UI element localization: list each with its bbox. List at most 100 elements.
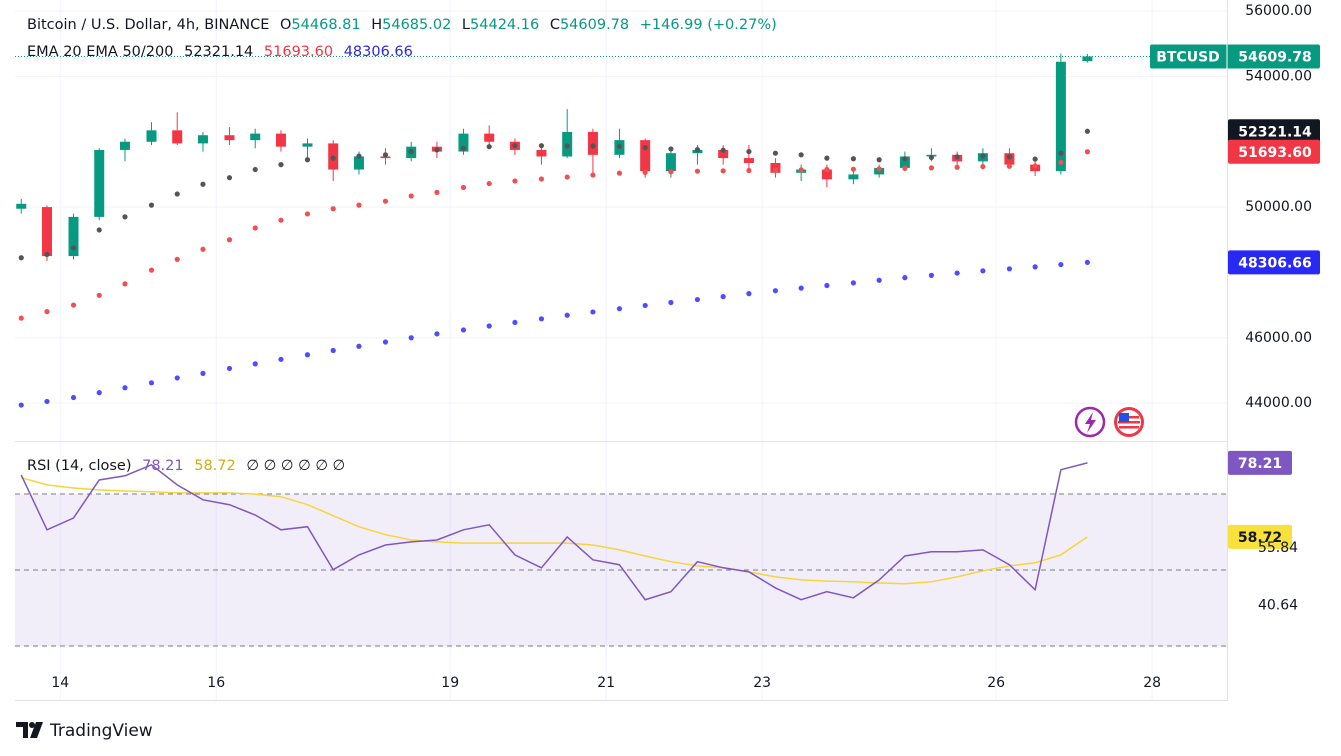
ema-dot — [96, 227, 102, 233]
indicator-legend: EMA 20 EMA 50/200 52321.14 51693.60 4830… — [27, 44, 413, 60]
ema-dot — [772, 150, 779, 156]
ema-dot — [564, 312, 570, 318]
ema-dot — [928, 272, 935, 278]
candle-body — [718, 149, 729, 159]
ema-dot — [408, 148, 414, 155]
ema-dot — [980, 163, 986, 170]
ema-dot — [694, 296, 701, 303]
ema-dot — [304, 352, 311, 358]
x-tick-label: 28 — [1143, 675, 1161, 691]
ema-dot — [278, 162, 284, 168]
ema-dot — [720, 168, 726, 174]
candle-body — [587, 131, 598, 155]
candle-body — [1082, 56, 1093, 62]
ohlc-prefix: H — [371, 17, 382, 33]
ema-dot — [564, 143, 570, 149]
placeholders: ∅ ∅ ∅ ∅ ∅ ∅ — [246, 458, 345, 474]
ema-dot — [252, 361, 258, 367]
ema-dot — [330, 206, 336, 212]
ema-dot — [720, 147, 726, 153]
ema-dot — [252, 166, 258, 173]
rsi-line — [20, 462, 1088, 601]
ema-value: 48306.66 — [344, 44, 413, 60]
ema-dot — [590, 309, 596, 315]
ema-dot — [980, 153, 986, 159]
ema-dot — [824, 155, 830, 161]
ema-dot — [954, 270, 960, 276]
ema-dot — [148, 380, 155, 386]
ema-dot — [902, 275, 908, 281]
candle-body — [1055, 61, 1066, 172]
ema-dot — [44, 398, 50, 405]
ema-dot — [122, 281, 128, 287]
ema-dot — [304, 211, 311, 217]
candle-body — [172, 130, 183, 144]
rsi-tag-value: 78.21 — [1238, 456, 1282, 472]
ema-dot — [200, 181, 206, 187]
y-tick-label: 50000.00 — [1245, 199, 1312, 215]
ema-value: 51693.60 — [264, 44, 333, 60]
ema-dot — [616, 306, 623, 312]
ema-dot — [1084, 259, 1090, 266]
ema-dot — [226, 237, 233, 243]
ema-dot — [434, 331, 440, 337]
ema-dot — [434, 147, 440, 153]
ema-dot — [252, 225, 258, 231]
ohlc-prefix: O — [280, 17, 291, 33]
ema-dot — [902, 156, 908, 162]
ema-dot — [798, 285, 804, 291]
ema-dot — [382, 152, 389, 158]
ema-dot — [1032, 163, 1038, 169]
ema-dot — [1006, 154, 1013, 160]
y-tick-label: 54000.00 — [1245, 68, 1312, 84]
ema-dot — [668, 299, 674, 306]
ema-dot — [824, 282, 830, 289]
ema-dot — [1006, 266, 1013, 272]
ema-dot — [1032, 264, 1038, 270]
footer-text: TradingView — [49, 721, 153, 741]
ema-dot — [44, 251, 50, 258]
ema-dot — [798, 152, 804, 158]
ema-dot — [1058, 159, 1064, 165]
ema-dot — [642, 302, 648, 309]
ema-dot — [226, 365, 233, 372]
ema-dot — [798, 167, 804, 173]
candle-body — [536, 149, 547, 157]
ema-dot — [1058, 150, 1064, 156]
ema-dot — [720, 293, 726, 300]
ema-dot — [122, 214, 128, 220]
rsi-tick-label: 40.64 — [1258, 598, 1298, 614]
ema-dot — [616, 170, 623, 176]
ema-tag — [1228, 250, 1320, 275]
ema-dot — [96, 390, 102, 396]
tags: BTCUSD 54609.78 52321.14 51693.60 48306.66 78… — [1150, 44, 1320, 549]
ema-dot — [590, 143, 596, 149]
indicator-label: EMA 20 EMA 50/200 — [27, 44, 173, 60]
candle-body — [743, 158, 754, 163]
x-axis-line — [15, 700, 1227, 701]
ema-dot — [1084, 128, 1090, 134]
ema-dot — [122, 385, 128, 391]
ema-dot — [18, 315, 24, 321]
candle-body — [41, 207, 52, 257]
icon-flag[interactable] — [1114, 407, 1144, 437]
plot — [15, 53, 1227, 647]
ema-dot — [460, 145, 467, 151]
ema-dot — [200, 246, 206, 252]
close-value: 54609.78 — [560, 17, 629, 33]
ema-dot — [876, 166, 882, 172]
icon-lightning[interactable] — [1074, 406, 1106, 438]
rsi-ma-line — [20, 476, 1088, 585]
ema-dot — [746, 167, 752, 174]
y-tick-label: 46000.00 — [1245, 330, 1312, 346]
x-tick-label: 19 — [441, 675, 459, 691]
rsi-tick-label: 55.84 — [1258, 540, 1298, 556]
candle-body — [275, 133, 286, 147]
ema-dot — [330, 347, 336, 354]
ema-dot — [772, 167, 779, 173]
ema-value: 52321.14 — [184, 44, 253, 60]
candle-body — [665, 153, 676, 172]
ema-dot — [96, 292, 102, 298]
candle-body — [484, 133, 495, 142]
